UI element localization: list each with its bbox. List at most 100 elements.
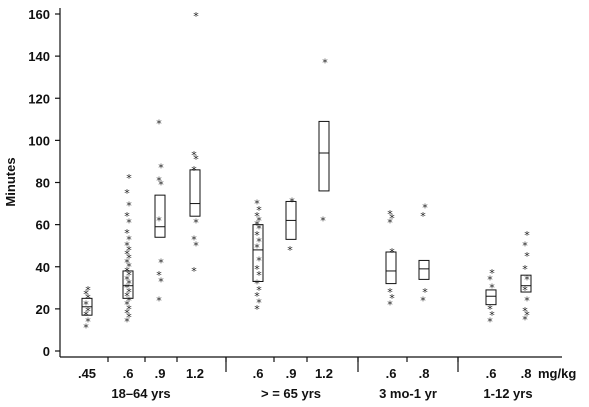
outlier-point: *: [126, 244, 132, 257]
outlier-point: *: [254, 277, 260, 290]
outlier-point: *: [320, 214, 326, 227]
outlier-point: *: [124, 256, 130, 269]
outlier-point: *: [522, 305, 528, 318]
outlier-point: *: [124, 240, 130, 253]
outlier-point: *: [254, 242, 260, 255]
outlier-point: *: [124, 210, 130, 223]
outlier-point: *: [85, 284, 91, 297]
outlier-point: *: [256, 223, 262, 236]
outlier-point: *: [193, 10, 199, 23]
outlier-point: *: [191, 265, 197, 278]
outlier-point: *: [124, 299, 130, 312]
outlier-point: *: [489, 267, 495, 280]
group-label: 18–64 yrs: [111, 386, 170, 401]
y-tick-label: 160: [28, 7, 50, 22]
outlier-point: *: [322, 56, 328, 69]
outlier-point: *: [256, 235, 262, 248]
outlier-point: *: [256, 296, 262, 309]
outlier-point: *: [191, 149, 197, 162]
outlier-point: *: [126, 277, 132, 290]
x-tick-label: .45: [78, 366, 96, 381]
box: ******: [485, 267, 497, 328]
outlier-point: *: [191, 233, 197, 246]
x-tick-label: 1.2: [315, 366, 333, 381]
x-tick-label: .9: [155, 366, 166, 381]
x-tick-label: 1.2: [186, 366, 204, 381]
x-tick-label: .6: [253, 366, 264, 381]
outlier-point: *: [422, 202, 428, 215]
outlier-point: *: [126, 172, 132, 185]
outlier-point: *: [389, 292, 395, 305]
outlier-point: *: [254, 197, 260, 210]
outlier-point: *: [254, 229, 260, 242]
y-tick-label: 20: [36, 302, 50, 317]
outlier-point: *: [420, 294, 426, 307]
outlier-point: *: [156, 269, 162, 282]
outlier-point: *: [85, 292, 91, 305]
outlier-point: *: [83, 299, 89, 312]
outlier-point: *: [522, 284, 528, 297]
box: **: [318, 56, 330, 227]
outlier-point: *: [389, 212, 395, 225]
outlier-point: *: [387, 286, 393, 299]
outlier-point: *: [158, 275, 164, 288]
x-tick-label: .6: [386, 366, 397, 381]
outlier-point: *: [85, 315, 91, 328]
box: **************************: [122, 172, 134, 328]
outlier-point: *: [254, 303, 260, 316]
box: *******: [385, 208, 397, 312]
y-axis-ticks: 0 20 40 60 80 100 120 140 160: [28, 7, 60, 359]
outlier-point: *: [126, 233, 132, 246]
outlier-point: *: [158, 162, 164, 175]
x-tick-label: .8: [521, 366, 532, 381]
outlier-point: *: [124, 273, 130, 286]
outlier-point: *: [289, 195, 295, 208]
outlier-point: *: [126, 286, 132, 299]
outlier-point: *: [193, 240, 199, 253]
box-iqr: [154, 194, 166, 238]
y-tick-label: 80: [36, 176, 50, 191]
outlier-point: *: [524, 229, 530, 242]
outlier-point: *: [522, 313, 528, 326]
outlier-point: *: [287, 244, 293, 257]
y-tick-label: 140: [28, 49, 50, 64]
outlier-point: *: [254, 263, 260, 276]
outlier-point: *: [124, 282, 130, 295]
outlier-point: *: [422, 286, 428, 299]
x-tick-label: .9: [286, 366, 297, 381]
box-iqr: [318, 120, 330, 192]
outlier-point: *: [387, 216, 393, 229]
outlier-point: *: [522, 240, 528, 253]
outlier-point: *: [487, 315, 493, 328]
outlier-point: *: [254, 210, 260, 223]
outlier-point: *: [487, 273, 493, 286]
box-iqr: [385, 251, 397, 285]
box-iqr: [122, 270, 134, 299]
outlier-point: *: [524, 273, 530, 286]
box: ********: [189, 10, 201, 278]
outlier-point: *: [420, 210, 426, 223]
outlier-point: *: [387, 299, 393, 312]
outlier-point: *: [156, 117, 162, 130]
outlier-point: *: [387, 208, 393, 221]
group-label: 1-12 yrs: [483, 386, 532, 401]
outlier-point: *: [156, 174, 162, 187]
x-tick-label: .6: [486, 366, 497, 381]
box: ****: [418, 202, 430, 307]
box: **********: [520, 229, 532, 326]
outlier-point: *: [124, 307, 130, 320]
group-label: > = 65 yrs: [261, 386, 321, 401]
outlier-point: *: [124, 227, 130, 240]
outlier-point: *: [156, 214, 162, 227]
outlier-point: *: [126, 269, 132, 282]
outlier-point: *: [85, 305, 91, 318]
outlier-point: *: [126, 311, 132, 324]
y-tick-label: 120: [28, 91, 50, 106]
outlier-point: *: [489, 309, 495, 322]
box: *********: [154, 117, 166, 307]
outlier-point: *: [193, 216, 199, 229]
box-series: ****************************************…: [81, 10, 532, 335]
outlier-point: *: [158, 256, 164, 269]
outlier-point: *: [126, 216, 132, 229]
